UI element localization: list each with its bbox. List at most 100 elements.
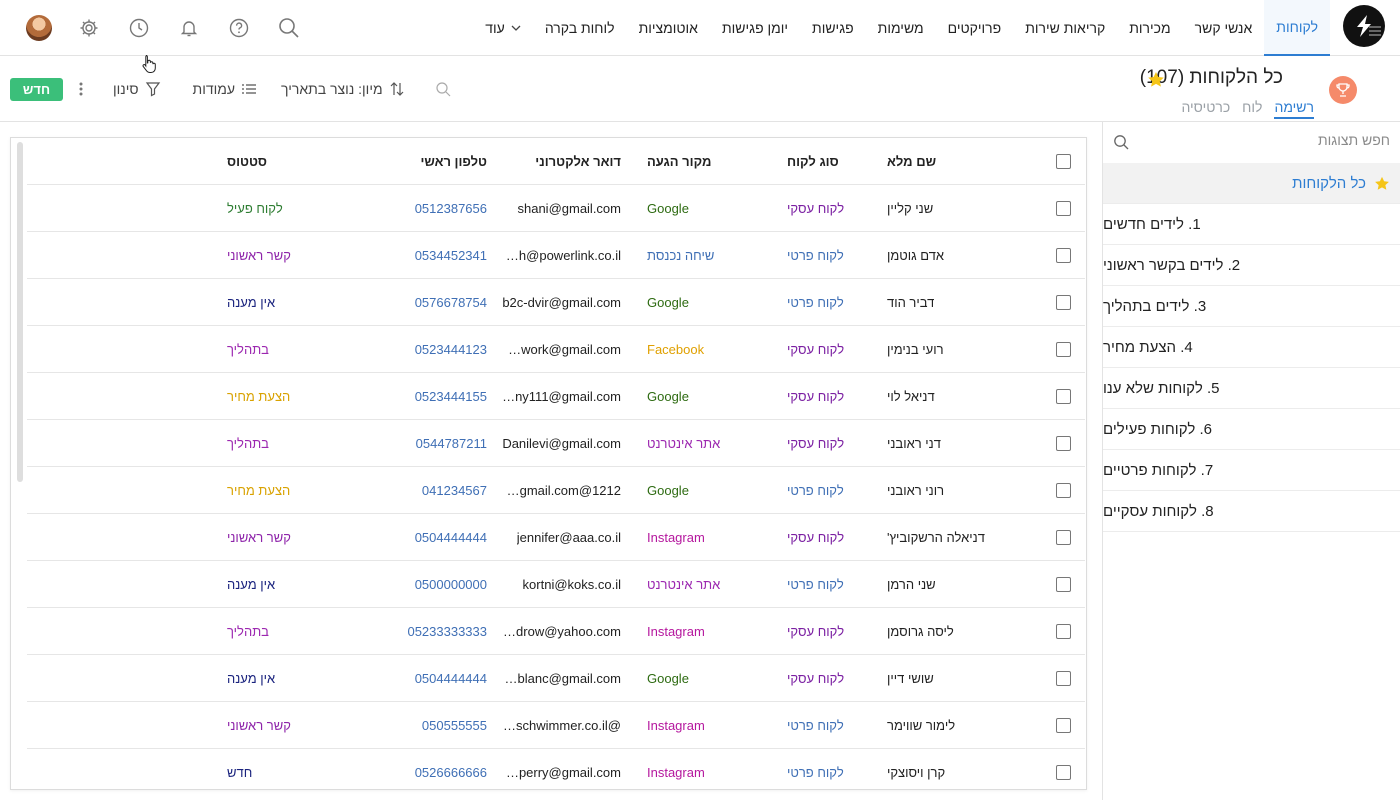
vertical-scrollbar[interactable] [17, 142, 23, 482]
cell-phone[interactable]: 0576678754 [414, 295, 487, 310]
row-checkbox[interactable] [1055, 201, 1071, 216]
row-checkbox[interactable] [1055, 342, 1071, 357]
cell-name[interactable]: אדם גוטמן [887, 248, 945, 263]
cell-phone[interactable]: 0500000000 [414, 577, 487, 592]
row-checkbox[interactable] [1055, 718, 1071, 733]
table-row[interactable]: דני ראובני לקוח עסקי אתר אינטרנט Danilevi@g… [27, 420, 1085, 467]
cell-name[interactable]: רועי בנימין [887, 342, 944, 357]
cell-phone[interactable]: 0504444444 [414, 530, 487, 545]
row-checkbox[interactable] [1055, 295, 1071, 310]
row-checkbox[interactable] [1055, 671, 1071, 686]
cell-email[interactable]: perry@gmail.com… [497, 749, 621, 789]
table-row[interactable]: לימור שווימר לקוח פרטי Instagram @schwimmer… [27, 702, 1085, 749]
table-row[interactable]: קרן ויסוצקי לקוח פרטי Instagram perry@gmail… [27, 749, 1085, 789]
nav-item-3[interactable]: קריאות שירות [1025, 20, 1106, 36]
table-row[interactable]: דביר הוד לקוח פרטי Google b2c-dvir@gmail.co… [27, 279, 1085, 326]
app-logo[interactable] [1343, 5, 1385, 47]
cell-email[interactable]: blanc@gmail.com… [497, 655, 621, 702]
column-header-source[interactable]: מקור הגעה [647, 154, 712, 169]
view-tab-2[interactable]: כרטיסיה [1181, 99, 1231, 115]
table-row[interactable]: רוני ראובני לקוח פרטי Google 1212@gmail.com… [27, 467, 1085, 514]
star-icon[interactable] [1147, 71, 1165, 88]
column-header-phone[interactable]: טלפון ראשי [420, 154, 487, 169]
cell-phone[interactable]: 0512387656 [414, 201, 487, 216]
more-options-icon[interactable] [79, 81, 83, 97]
row-checkbox[interactable] [1055, 765, 1071, 780]
nav-item-0[interactable]: לקוחות [1264, 0, 1330, 56]
help-button[interactable] [214, 8, 264, 48]
row-checkbox[interactable] [1055, 483, 1071, 498]
cell-phone[interactable]: 050555555 [421, 718, 487, 733]
columns-button[interactable]: עמודות [193, 81, 257, 97]
select-all-checkbox[interactable] [1055, 154, 1071, 169]
table-row[interactable]: רועי בנימין לקוח עסקי Facebook work@gmail.c… [27, 326, 1085, 373]
sort-button[interactable]: מיון: נוצר בתאריך [281, 81, 405, 97]
nav-item-7[interactable]: יומן פגישות [721, 20, 789, 36]
nav-item-5[interactable]: משימות [877, 20, 924, 36]
cell-email[interactable]: h@powerlink.co.il… [497, 232, 621, 279]
column-header-status[interactable]: סטטוס [227, 154, 267, 169]
view-item-3[interactable]: 3. לידים בתהליך [1103, 286, 1400, 327]
cell-email[interactable]: @schwimmer.co.il… [497, 702, 621, 749]
table-search-icon[interactable] [435, 81, 451, 97]
cell-name[interactable]: דניאל לוי [887, 389, 935, 404]
cell-phone[interactable]: 0534452341 [414, 248, 487, 263]
view-tab-0[interactable]: רשימה [1274, 99, 1314, 119]
cell-email[interactable]: b2c-dvir@gmail.com [497, 279, 621, 326]
cell-name[interactable]: קרן ויסוצקי [887, 765, 946, 780]
cell-name[interactable]: רוני ראובני [887, 483, 945, 498]
cell-name[interactable]: שושי דיין [887, 671, 934, 686]
view-item-8[interactable]: 8. לקוחות עסקיים [1103, 491, 1400, 532]
cell-name[interactable]: דביר הוד [887, 295, 935, 310]
cell-name[interactable]: לימור שווימר [887, 718, 956, 733]
cell-email[interactable]: drow@yahoo.com… [497, 608, 621, 655]
nav-item-6[interactable]: פגישות [812, 20, 854, 36]
view-tab-1[interactable]: לוח [1242, 99, 1263, 115]
row-checkbox[interactable] [1055, 436, 1071, 451]
view-item-4[interactable]: 4. הצעת מחיר [1103, 327, 1400, 368]
table-row[interactable]: ליסה גרוסמן לקוח עסקי Instagram drow@yahoo.… [27, 608, 1085, 655]
row-checkbox[interactable] [1055, 389, 1071, 404]
table-row[interactable]: אדם גוטמן לקוח פרטי שיחה נכנסת h@powerlink.… [27, 232, 1085, 279]
row-checkbox[interactable] [1055, 577, 1071, 592]
cell-email[interactable]: ny111@gmail.com… [497, 373, 621, 420]
settings-button[interactable] [64, 8, 114, 48]
row-checkbox[interactable] [1055, 530, 1071, 545]
cell-phone[interactable]: 0523444155 [414, 389, 487, 404]
table-row[interactable]: שני קליין לקוח עסקי Google shani@gmail.com 0… [27, 185, 1085, 232]
cell-email[interactable]: Danilevi@gmail.com [497, 420, 621, 467]
nav-more-menu[interactable]: עוד [473, 0, 533, 56]
cell-email[interactable]: shani@gmail.com [497, 185, 621, 232]
row-checkbox[interactable] [1055, 248, 1071, 263]
cell-email[interactable]: work@gmail.com… [497, 326, 621, 373]
row-checkbox[interactable] [1055, 624, 1071, 639]
table-row[interactable]: שני הרמן לקוח פרטי אתר אינטרנט kortni@koks.… [27, 561, 1085, 608]
cell-email[interactable]: kortni@koks.co.il [497, 561, 621, 608]
cell-phone[interactable]: 0526666666 [414, 765, 487, 780]
nav-item-1[interactable]: אנשי קשר [1194, 20, 1253, 36]
cell-phone[interactable]: 05233333333 [407, 624, 487, 639]
cell-phone[interactable]: 0504444444 [414, 671, 487, 686]
cell-name[interactable]: דני ראובני [887, 436, 941, 451]
column-header-type[interactable]: סוג לקוח [787, 154, 839, 169]
cell-phone[interactable]: 0544787211 [415, 436, 487, 451]
filter-button[interactable]: סינון [113, 81, 161, 97]
view-item-1[interactable]: 1. לידים חדשים [1103, 204, 1400, 245]
cell-name[interactable]: דניאלה הרשקוביץ' [887, 530, 985, 545]
cell-name[interactable]: שני הרמן [887, 577, 936, 592]
views-search-input[interactable] [1140, 132, 1390, 148]
nav-item-9[interactable]: לוחות בקרה [544, 20, 615, 36]
cell-phone[interactable]: 041234567 [421, 483, 487, 498]
column-header-name[interactable]: שם מלא [887, 154, 937, 169]
view-item-5[interactable]: 5. לקוחות שלא ענו [1103, 368, 1400, 409]
cell-name[interactable]: שני קליין [887, 201, 934, 216]
user-avatar-button[interactable] [14, 8, 64, 48]
nav-item-8[interactable]: אוטומציות [638, 20, 698, 36]
table-row[interactable]: שושי דיין לקוח עסקי Google blanc@gmail.com…… [27, 655, 1085, 702]
history-button[interactable] [114, 8, 164, 48]
cell-email[interactable]: jennifer@aaa.co.il [497, 514, 621, 561]
table-row[interactable]: דניאל לוי לקוח עסקי Google ny111@gmail.com…… [27, 373, 1085, 420]
view-item-2[interactable]: 2. לידים בקשר ראשוני [1103, 245, 1400, 286]
view-item-0[interactable]: כל הלקוחות [1103, 163, 1400, 204]
notifications-button[interactable] [164, 8, 214, 48]
